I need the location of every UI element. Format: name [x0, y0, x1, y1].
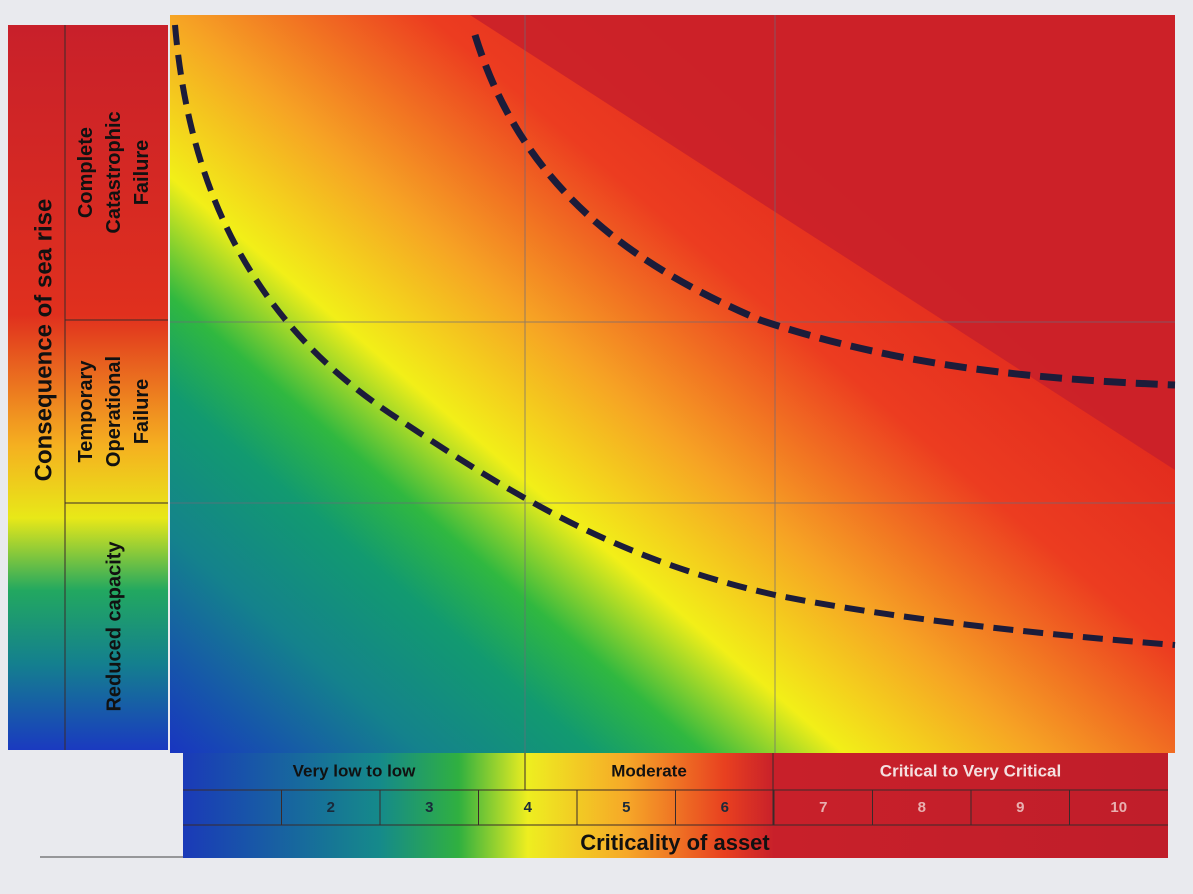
- x-axis-title: Criticality of asset: [580, 830, 770, 855]
- x-scale-label: 9: [1016, 799, 1024, 816]
- x-scale-label: 7: [819, 799, 827, 816]
- x-scale-label: 3: [425, 799, 433, 816]
- x-scale-label: 5: [622, 799, 630, 816]
- x-band-label: Moderate: [611, 761, 687, 780]
- upper-threshold: [471, 33, 1176, 389]
- x-band-label: Very low to low: [293, 761, 417, 780]
- y-axis-bar: [8, 25, 168, 750]
- x-scale-label: 2: [327, 799, 335, 816]
- x-scale-label: 6: [721, 799, 729, 816]
- x-scale-label: 4: [524, 799, 533, 816]
- y-axis-title: Consequence of sea rise: [30, 199, 57, 482]
- y-level-label: Temporary Operational Failure: [75, 356, 153, 467]
- lower-threshold: [172, 24, 1176, 648]
- y-level-label: Complete Catastrophic Failure: [75, 111, 153, 233]
- critical-zone: [470, 15, 1175, 470]
- y-level-label: Reduced capacity: [103, 541, 125, 712]
- x-scale-label: 8: [918, 799, 926, 816]
- y-axis-lines: [64, 25, 168, 750]
- x-scale-label: 10: [1110, 799, 1127, 816]
- x-band-label: Critical to Very Critical: [880, 761, 1061, 780]
